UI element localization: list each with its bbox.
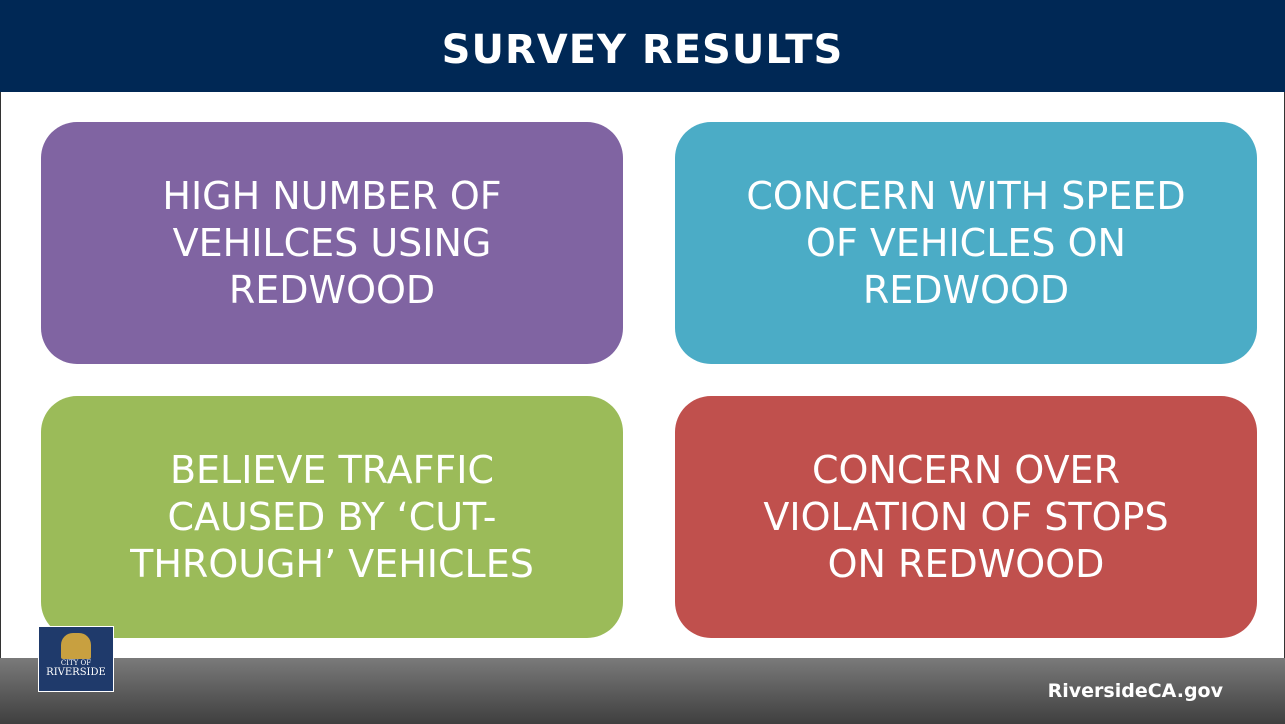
card-text: BELIEVE TRAFFIC: [169, 447, 495, 492]
content: HIGH NUMBER OF VEHILCES USING REDWOOD CONCE…: [0, 92, 1285, 658]
card-text: ON REDWOOD: [827, 541, 1105, 586]
card-text: CAUSED BY ‘CUT-: [167, 494, 497, 539]
logo: CITY OF RIVERSIDE: [38, 626, 114, 692]
card: CONCERN OVER VIOLATION OF STOPS ON REDWOOD: [675, 396, 1257, 638]
logo-text: RIVERSIDE: [46, 667, 106, 678]
footer: RiversideCA.gov: [0, 658, 1285, 724]
card-text: HIGH NUMBER OF: [162, 173, 502, 218]
card: CONCERN WITH SPEED OF VEHICLES ON REDWOOD: [675, 122, 1257, 364]
card: BELIEVE TRAFFIC CAUSED BY ‘CUT- THROUGH’ V…: [41, 396, 623, 638]
card-text: VEHILCES USING: [172, 220, 492, 265]
card-text: CONCERN WITH SPEED: [746, 173, 1186, 218]
card-text: CONCERN OVER: [812, 447, 1120, 492]
logo-small: CITY OF: [60, 659, 92, 667]
title: SURVEY RESULTS: [0, 0, 1285, 92]
url: RiversideCA.gov: [1047, 680, 1223, 702]
card: HIGH NUMBER OF VEHILCES USING REDWOOD: [41, 122, 623, 364]
card-text: REDWOOD: [862, 267, 1070, 312]
card-text: REDWOOD: [228, 267, 436, 312]
card-text: THROUGH’ VEHICLES: [130, 541, 534, 586]
bell-icon: [61, 633, 91, 659]
card-text: VIOLATION OF STOPS: [763, 494, 1169, 539]
card-text: OF VEHICLES ON: [806, 220, 1126, 265]
